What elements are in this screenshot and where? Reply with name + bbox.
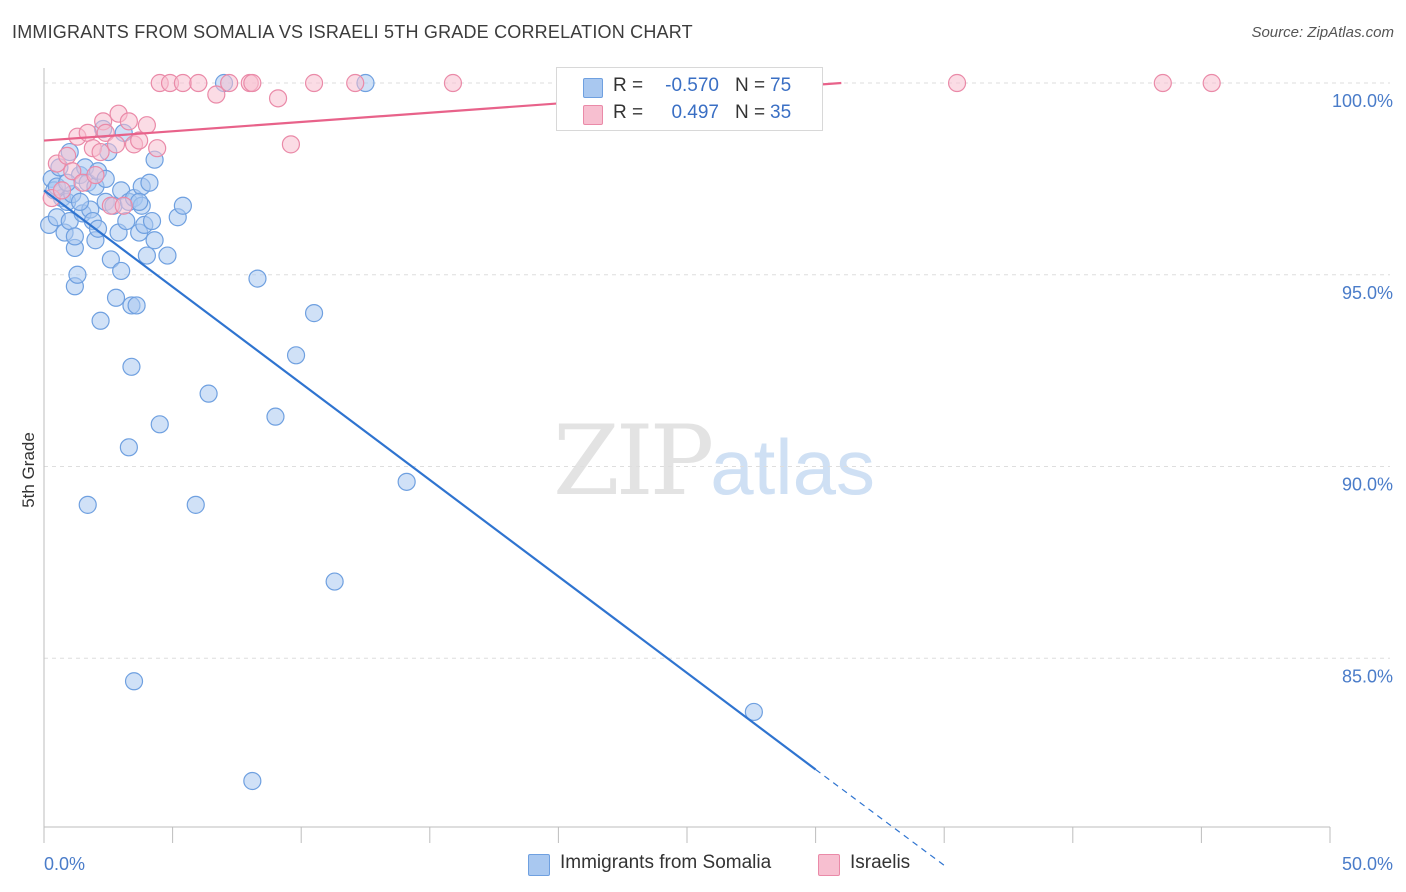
y-axis-label: 5th Grade bbox=[19, 432, 38, 508]
data-point bbox=[268, 89, 288, 108]
data-point bbox=[248, 269, 267, 288]
legend-row-somalia: R = -0.570 N = 75 bbox=[557, 74, 822, 100]
data-point bbox=[186, 495, 205, 514]
data-point bbox=[142, 211, 162, 231]
n-label: N = bbox=[735, 75, 766, 96]
trend-line bbox=[43, 189, 817, 771]
data-point bbox=[148, 139, 167, 158]
data-point bbox=[130, 131, 149, 150]
data-point bbox=[137, 246, 156, 265]
legend-label: Israelis bbox=[850, 852, 911, 873]
data-point bbox=[78, 495, 97, 514]
data-point bbox=[86, 165, 105, 185]
tick-labels: 85.0% 90.0% 95.0% 100.0% 0.0% 50.0% bbox=[44, 91, 1393, 874]
data-point bbox=[101, 250, 120, 269]
data-point bbox=[304, 73, 324, 93]
data-point bbox=[286, 346, 306, 365]
data-point bbox=[281, 135, 301, 154]
data-point bbox=[243, 73, 262, 93]
n-value: 75 bbox=[770, 75, 792, 96]
data-point bbox=[1202, 73, 1221, 93]
data-point bbox=[124, 672, 144, 691]
legend-row-israelis: R = 0.497 N = 35 bbox=[557, 101, 822, 127]
data-point bbox=[91, 142, 110, 162]
data-point bbox=[112, 261, 131, 281]
data-point bbox=[207, 85, 226, 104]
stats-legend: R = -0.570 N = 75 R = 0.497 N = 35 bbox=[556, 67, 823, 131]
data-points bbox=[40, 73, 1221, 791]
data-point bbox=[68, 265, 87, 284]
data-point bbox=[122, 357, 141, 376]
data-point bbox=[189, 73, 208, 93]
data-point bbox=[346, 73, 365, 93]
r-label: R = bbox=[613, 75, 644, 96]
data-point bbox=[150, 415, 169, 434]
data-point bbox=[304, 304, 324, 323]
data-point bbox=[91, 311, 110, 330]
data-point bbox=[173, 196, 192, 215]
data-point bbox=[199, 384, 218, 403]
somalia-swatch bbox=[528, 854, 550, 876]
r-value: -0.570 bbox=[665, 75, 719, 96]
data-point bbox=[130, 192, 149, 211]
x-tick-label: 50.0% bbox=[1342, 854, 1393, 874]
data-point bbox=[220, 73, 239, 93]
data-point bbox=[744, 702, 763, 722]
data-point bbox=[325, 572, 344, 591]
n-label: N = bbox=[735, 102, 766, 123]
x-tick-label: 0.0% bbox=[44, 854, 85, 874]
data-point bbox=[137, 116, 156, 135]
data-point bbox=[266, 407, 285, 426]
data-point bbox=[65, 227, 84, 246]
data-point bbox=[127, 296, 146, 315]
data-point bbox=[114, 196, 133, 215]
legend-label: Immigrants from Somalia bbox=[560, 852, 772, 873]
data-point bbox=[52, 181, 72, 200]
r-label: R = bbox=[613, 102, 644, 123]
data-point bbox=[70, 192, 90, 211]
data-point bbox=[243, 771, 262, 791]
data-point bbox=[145, 231, 164, 250]
data-point bbox=[119, 438, 138, 457]
y-tick-label: 95.0% bbox=[1342, 283, 1393, 303]
israelis-swatch bbox=[583, 105, 603, 125]
chart-title: IMMIGRANTS FROM SOMALIA VS ISRAELI 5TH G… bbox=[12, 22, 693, 42]
data-point bbox=[1153, 73, 1172, 93]
data-point bbox=[106, 135, 126, 154]
r-value: 0.497 bbox=[671, 102, 719, 123]
data-point bbox=[58, 146, 77, 165]
data-point bbox=[140, 173, 159, 192]
watermark-zip: ZIP bbox=[553, 405, 714, 517]
data-point bbox=[106, 288, 126, 307]
somalia-swatch bbox=[583, 78, 603, 98]
data-point bbox=[119, 112, 138, 131]
n-value: 35 bbox=[770, 102, 792, 123]
y-tick-label: 90.0% bbox=[1342, 475, 1393, 495]
data-point bbox=[947, 73, 967, 93]
data-point bbox=[173, 73, 192, 93]
israelis-swatch bbox=[818, 854, 840, 876]
data-point bbox=[443, 73, 463, 93]
grid-lines bbox=[44, 82, 1390, 659]
data-point bbox=[63, 162, 82, 181]
data-point bbox=[397, 472, 416, 491]
trend-line-extension bbox=[815, 768, 945, 866]
y-tick-label: 100.0% bbox=[1332, 91, 1393, 111]
source-label: Source: ZipAtlas.com bbox=[1251, 24, 1394, 41]
data-point bbox=[158, 246, 177, 265]
axes bbox=[43, 68, 1331, 843]
y-tick-label: 85.0% bbox=[1342, 666, 1393, 686]
